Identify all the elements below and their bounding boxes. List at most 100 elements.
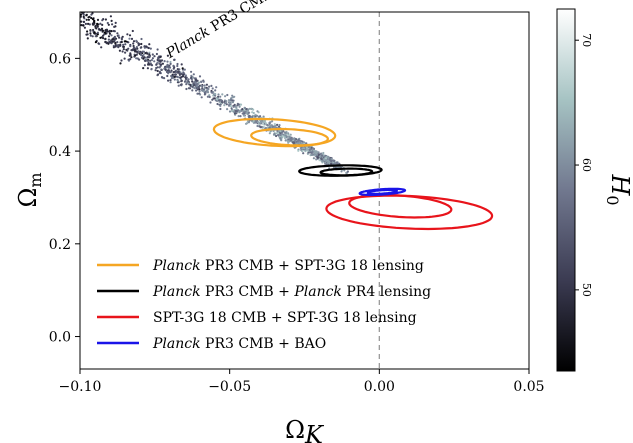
- scatter-point: [311, 147, 314, 150]
- scatter-point: [248, 107, 251, 110]
- scatter-point: [214, 92, 217, 96]
- scatter-point: [168, 66, 172, 69]
- scatter-point: [163, 60, 166, 63]
- scatter-point: [94, 41, 97, 44]
- scatter-point: [241, 112, 244, 115]
- contour-1-95pct: [298, 164, 383, 177]
- scatter-point: [173, 58, 176, 62]
- scatter-point: [149, 47, 152, 50]
- scatter-point: [176, 79, 180, 82]
- series-contours-0: [212, 117, 337, 148]
- scatter-point: [96, 25, 99, 28]
- scatter-point: [256, 124, 259, 128]
- scatter-point: [226, 108, 229, 111]
- scatter-point: [125, 48, 128, 51]
- scatter-point: [266, 124, 269, 127]
- scatter-point: [89, 34, 92, 37]
- scatter-point: [223, 104, 226, 107]
- scatter-point: [159, 55, 162, 59]
- scatter-point: [297, 142, 300, 145]
- scatter-point: [150, 64, 154, 67]
- scatter-point: [198, 75, 202, 78]
- scatter-point: [287, 141, 290, 144]
- scatter-point: [191, 89, 194, 92]
- scatter-point: [89, 29, 92, 32]
- scatter-point: [90, 16, 93, 20]
- scatter-point: [132, 46, 136, 49]
- scatter-point: [122, 48, 125, 51]
- scatter-point: [311, 150, 314, 153]
- scatter-point: [187, 78, 190, 81]
- scatter-point: [193, 87, 196, 90]
- scatter-point: [203, 84, 206, 87]
- scatter-point: [321, 154, 324, 157]
- scatter-point: [108, 41, 112, 44]
- scatter-point: [208, 95, 211, 99]
- scatter-point: [155, 66, 158, 70]
- scatter-point: [124, 51, 127, 54]
- scatter-point: [99, 36, 102, 39]
- colorbar: [556, 8, 576, 372]
- scatter-point: [101, 29, 105, 32]
- scatter-point: [106, 30, 109, 33]
- scatter-point: [148, 43, 151, 46]
- scatter-point: [94, 25, 97, 28]
- scatter-point: [289, 137, 293, 140]
- scatter-point: [170, 74, 173, 78]
- scatter-point: [205, 83, 208, 86]
- scatter-point: [213, 97, 216, 100]
- scatter-point: [312, 149, 316, 152]
- scatter-point: [155, 52, 158, 56]
- scatter-point: [191, 86, 194, 89]
- scatter-point: [277, 134, 280, 137]
- scatter-point: [244, 110, 247, 113]
- scatter-point: [105, 28, 108, 31]
- scatter-point: [107, 23, 110, 26]
- scatter-point: [80, 24, 83, 27]
- scatter-point: [230, 107, 233, 110]
- scatter-point: [96, 18, 100, 21]
- scatter-point: [89, 32, 92, 35]
- x-tick-label: −0.10: [59, 379, 102, 395]
- scatter-point: [98, 28, 101, 31]
- scatter-point: [156, 58, 159, 62]
- scatter-point: [108, 29, 111, 32]
- scatter-point: [160, 68, 163, 71]
- scatter-point: [160, 63, 163, 66]
- scatter-point: [154, 69, 157, 72]
- scatter-point: [194, 82, 197, 85]
- scatter-point: [111, 23, 114, 26]
- scatter-point: [192, 84, 195, 87]
- scatter-point: [191, 80, 194, 83]
- scatter-point: [318, 159, 321, 162]
- scatter-point: [143, 46, 146, 49]
- scatter-point: [100, 46, 103, 49]
- colorbar-ticks: 50 60 70: [575, 33, 593, 297]
- scatter-point: [114, 43, 117, 46]
- scatter-point: [130, 56, 133, 59]
- scatter-point: [303, 147, 306, 150]
- scatter-point: [206, 89, 209, 92]
- scatter-point: [96, 31, 99, 34]
- scatter-point: [200, 80, 203, 84]
- scatter-point: [297, 149, 300, 152]
- contour-0-95pct: [212, 117, 337, 148]
- scatter-point: [142, 67, 145, 70]
- scatter-point: [140, 37, 143, 41]
- scatter-point: [184, 74, 187, 77]
- scatter-point: [257, 121, 260, 124]
- scatter-point: [96, 22, 99, 25]
- scatter-point: [192, 82, 195, 85]
- scatter-point: [85, 14, 88, 17]
- scatter-point: [302, 152, 305, 155]
- scatter-point: [177, 84, 180, 87]
- scatter-point: [305, 142, 308, 145]
- scatter-point: [118, 36, 121, 39]
- scatter-point: [229, 105, 232, 108]
- legend: Planck PR3 CMB + SPT-3G 18 lensing Planc…: [97, 258, 431, 352]
- scatter-point: [128, 37, 131, 40]
- y-tick-label: 0.4: [49, 144, 71, 160]
- scatter-point: [274, 124, 277, 127]
- scatter-point: [243, 106, 246, 109]
- scatter-point: [237, 115, 240, 118]
